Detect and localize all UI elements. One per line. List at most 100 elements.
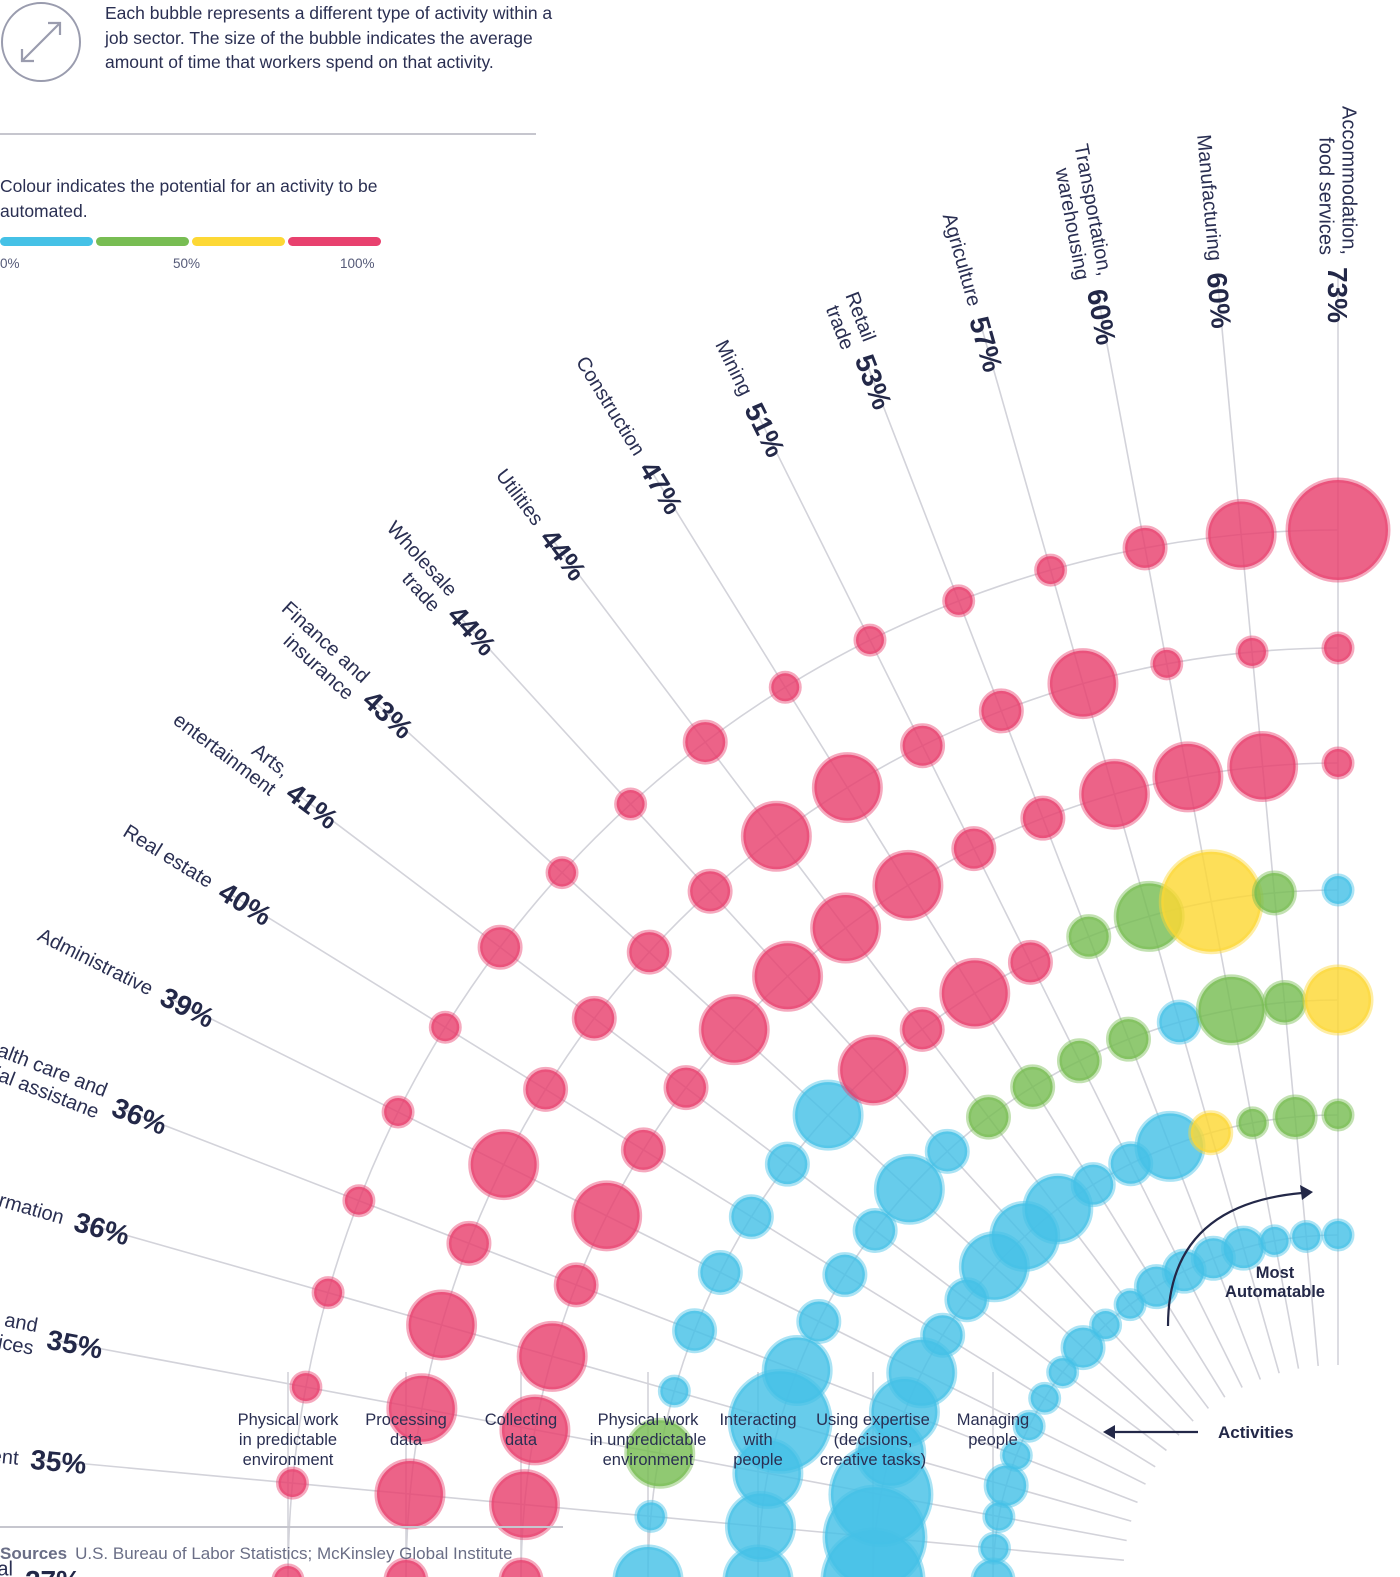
bubble bbox=[1221, 1225, 1267, 1271]
sector-spoke bbox=[866, 365, 1262, 1380]
bubble bbox=[1122, 525, 1168, 571]
bubble bbox=[488, 1469, 560, 1541]
bubble bbox=[499, 1394, 571, 1466]
bubble bbox=[271, 1563, 305, 1577]
bubble bbox=[634, 1499, 668, 1533]
bubble bbox=[1089, 1308, 1123, 1342]
bubble bbox=[1258, 1224, 1292, 1258]
sector-spoke bbox=[298, 794, 1167, 1452]
sector-spoke bbox=[123, 1108, 1138, 1504]
bubble bbox=[1321, 873, 1355, 907]
bubble bbox=[1321, 1098, 1355, 1132]
bubble bbox=[1066, 914, 1112, 960]
sector-label: Information 36% bbox=[0, 1180, 133, 1251]
bubble bbox=[468, 1129, 540, 1201]
activity-arc bbox=[287, 529, 1339, 1577]
bubble bbox=[1272, 1094, 1318, 1140]
activity-label: people bbox=[733, 1451, 783, 1469]
bubble bbox=[682, 719, 728, 765]
bubble bbox=[1010, 1064, 1056, 1110]
bubble bbox=[900, 723, 946, 769]
activity-label: Physical work bbox=[238, 1411, 340, 1429]
bubble bbox=[872, 849, 944, 921]
sector-percentage: 60% bbox=[1201, 271, 1237, 330]
activity-label: in unpredictable bbox=[590, 1431, 707, 1449]
bubble bbox=[1195, 974, 1267, 1046]
activity-label: Processing bbox=[365, 1411, 447, 1429]
bubble bbox=[1156, 999, 1202, 1045]
bubble bbox=[289, 1370, 323, 1404]
sector-spoke bbox=[172, 998, 1146, 1485]
sector-percentage: 27% bbox=[25, 1565, 81, 1577]
sector-name: Administrative bbox=[34, 924, 156, 1000]
sector-label: Accommodation,food services 73% bbox=[1315, 106, 1360, 323]
sector-percentage: 35% bbox=[44, 1324, 105, 1365]
sector-percentage: 40% bbox=[213, 876, 277, 932]
sector-percentage: 36% bbox=[108, 1092, 172, 1141]
sector-percentage: 73% bbox=[1322, 267, 1353, 323]
bubble bbox=[374, 1458, 446, 1530]
bubble bbox=[406, 1289, 478, 1361]
activities-axis-label: Activities bbox=[1218, 1423, 1294, 1442]
bubble bbox=[822, 1252, 868, 1298]
bubble bbox=[978, 688, 1024, 734]
bubble bbox=[1078, 758, 1150, 830]
sector-percentage: 44% bbox=[534, 523, 593, 586]
bubble bbox=[614, 787, 648, 821]
bubble bbox=[792, 1079, 864, 1151]
activity-label: Physical work bbox=[598, 1411, 700, 1429]
sector-spoke bbox=[375, 702, 1180, 1436]
bubble bbox=[663, 1065, 709, 1111]
most-automatable-label: Most bbox=[1256, 1264, 1295, 1282]
sources-label: Sources bbox=[0, 1544, 68, 1563]
bubble bbox=[626, 929, 672, 975]
bubble bbox=[886, 1337, 958, 1409]
bubble bbox=[1302, 964, 1374, 1036]
color-scale-min-label: 0% bbox=[0, 256, 20, 271]
bubble bbox=[311, 1276, 345, 1310]
sector-percentage: 47% bbox=[633, 456, 689, 520]
sector-name: Mining bbox=[710, 337, 756, 400]
bubble bbox=[342, 1184, 376, 1218]
bubble bbox=[477, 924, 523, 970]
color-scale-bar bbox=[0, 237, 381, 246]
bubble bbox=[1158, 849, 1264, 955]
activity-label: creative tasks) bbox=[820, 1451, 926, 1469]
activity-label: people bbox=[968, 1431, 1018, 1449]
bubble bbox=[1056, 1038, 1102, 1084]
sector-label: Educationalservices27% bbox=[0, 1559, 81, 1577]
bubble bbox=[498, 1557, 544, 1577]
sector-spoke bbox=[460, 617, 1194, 1422]
bubble bbox=[620, 1127, 666, 1173]
bubble bbox=[837, 1034, 909, 1106]
activity-label: data bbox=[505, 1431, 538, 1449]
sector-percentage: 35% bbox=[29, 1444, 88, 1480]
activity-label: with bbox=[742, 1431, 772, 1449]
size-legend-text: Each bubble represents a different type … bbox=[105, 3, 553, 72]
sector-label: Management 35% bbox=[0, 1437, 88, 1480]
bubble bbox=[899, 1006, 945, 1052]
bubble bbox=[768, 670, 802, 704]
sector-label: Manufacturing 60% bbox=[1192, 134, 1237, 330]
bubble bbox=[853, 623, 887, 657]
activity-label: data bbox=[390, 1431, 423, 1449]
sector-percentage: 39% bbox=[155, 981, 219, 1034]
bubble bbox=[657, 1374, 691, 1408]
bubble bbox=[1113, 1288, 1147, 1322]
bubble bbox=[1070, 1162, 1116, 1208]
bubble bbox=[697, 1249, 743, 1295]
bubble bbox=[999, 1438, 1033, 1472]
bubble bbox=[852, 1207, 898, 1253]
bubble bbox=[951, 826, 997, 872]
bubble bbox=[523, 1066, 569, 1112]
sector-name: Manufacturing bbox=[1192, 134, 1226, 262]
bubble bbox=[1007, 939, 1053, 985]
